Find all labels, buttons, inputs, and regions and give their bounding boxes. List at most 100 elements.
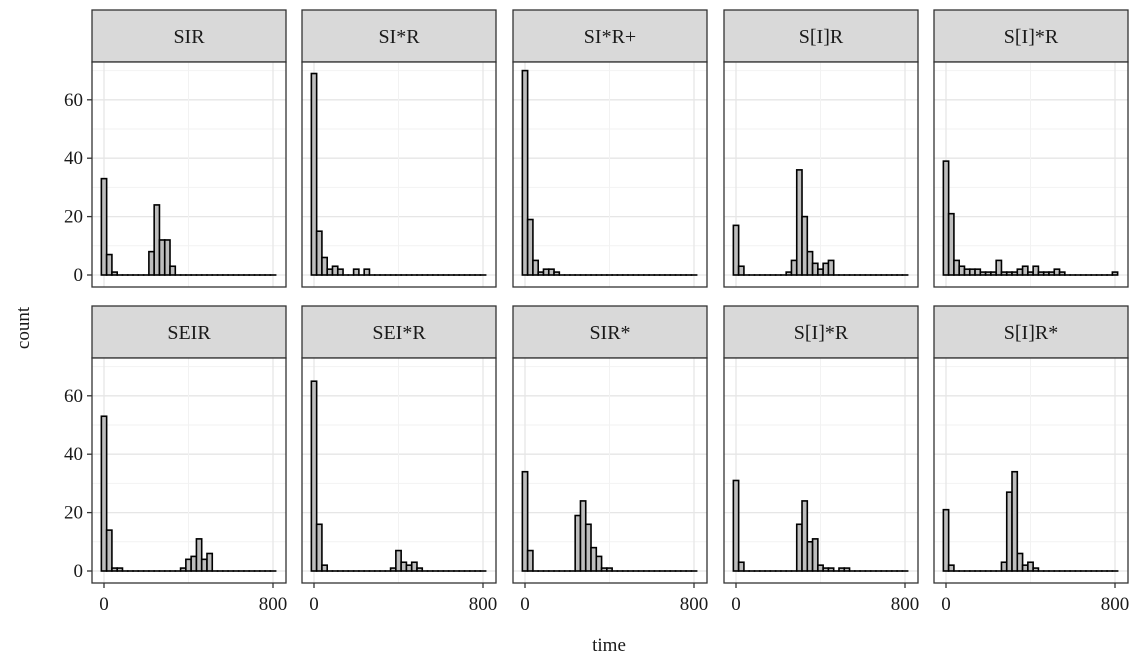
histogram-bar	[410, 561, 418, 572]
panel-2: SI*R	[301, 9, 497, 288]
panel-6: SEIR	[91, 305, 287, 584]
histogram-bar	[352, 268, 360, 276]
histogram-bar	[553, 271, 561, 276]
gridlines	[92, 358, 286, 583]
histogram-bar	[163, 239, 171, 276]
histogram-bar	[801, 215, 809, 276]
histogram-bar	[105, 253, 113, 276]
histogram-bar	[526, 218, 534, 276]
histogram-bar	[526, 549, 534, 572]
panel-border	[301, 61, 497, 288]
histogram-bars	[942, 470, 1119, 572]
strip	[91, 305, 287, 359]
histogram-bar	[111, 271, 119, 276]
panel-border	[723, 357, 919, 584]
histogram-bar	[732, 479, 740, 572]
y-tick-label: 40	[64, 444, 83, 465]
panel-9: S[I]*R	[723, 305, 919, 584]
histogram-bar	[321, 564, 329, 572]
histogram-bars	[942, 160, 1119, 276]
histogram-bar	[416, 567, 424, 572]
y-tick-label: 0	[74, 561, 84, 582]
histogram-bar	[827, 567, 835, 572]
strip	[933, 9, 1129, 63]
histogram-bar	[606, 567, 613, 572]
panel-border	[301, 357, 497, 584]
panel-10: S[I]R*	[933, 305, 1129, 584]
histogram-bars	[521, 470, 698, 572]
histogram-bar	[315, 230, 323, 276]
y-tick-label: 40	[64, 148, 83, 169]
histogram-bar	[737, 265, 745, 276]
strip-label: SEIR	[167, 322, 211, 344]
histogram-bar	[811, 538, 819, 572]
panel-1: SIR	[91, 9, 287, 288]
histogram-bar	[732, 224, 740, 276]
y-tick-label: 60	[64, 386, 83, 407]
strip	[723, 9, 919, 63]
panel-border	[91, 61, 287, 288]
strip-label: S[I]*R	[794, 322, 849, 344]
x-axis: 0 800 0 800 0 800 0 800 0 800	[99, 583, 1129, 615]
x-tick-label: 0	[520, 594, 530, 615]
panel-border	[933, 357, 1129, 584]
panel-border	[91, 357, 287, 584]
histogram-bar	[827, 259, 835, 276]
histogram-bar	[169, 265, 177, 276]
histogram-bars	[310, 380, 487, 572]
x-axis-title: time	[592, 635, 626, 656]
y-tick-label: 20	[64, 207, 83, 228]
histogram-bar	[100, 415, 108, 572]
histogram-bars	[732, 169, 909, 276]
panel-4: S[I]R	[723, 9, 919, 288]
y-axis: 0 20 40 60 0 20 40 60	[64, 90, 92, 582]
strip	[933, 305, 1129, 359]
histogram-bar	[521, 69, 529, 276]
x-tick-label: 800	[469, 594, 498, 615]
histogram-bars	[100, 177, 277, 276]
x-tick-label: 0	[941, 594, 951, 615]
histogram-bar	[942, 508, 950, 572]
histogram-bar	[1011, 470, 1019, 572]
histogram-bars	[732, 479, 909, 572]
y-tick-label: 60	[64, 90, 83, 111]
histogram-bar	[947, 212, 955, 276]
y-axis-title: count	[13, 306, 34, 349]
strip	[91, 9, 287, 63]
histogram-bar	[206, 552, 214, 572]
panel-7: SEI*R	[301, 305, 497, 584]
panel-8: SIR*	[512, 305, 708, 584]
histogram-bar	[310, 380, 318, 572]
panel-border	[723, 61, 919, 288]
x-tick-label: 0	[99, 594, 109, 615]
histogram-bar	[995, 259, 1003, 276]
strip	[723, 305, 919, 359]
histogram-bar	[1021, 265, 1029, 276]
strip-label: SI*R	[378, 26, 420, 48]
histogram-bar	[801, 500, 809, 572]
x-tick-label: 800	[259, 594, 288, 615]
panel-border	[933, 61, 1129, 288]
histogram-bar	[310, 72, 318, 276]
histogram-bar	[1016, 552, 1024, 572]
histogram-bar	[843, 567, 851, 572]
strip-label: S[I]R	[799, 26, 844, 48]
y-tick-label: 20	[64, 503, 83, 524]
strip-label: SI*R+	[584, 26, 636, 48]
histogram-bar	[1111, 271, 1119, 276]
histogram-bar	[395, 549, 402, 572]
y-tick-label: 0	[74, 265, 84, 286]
histogram-bar	[532, 259, 540, 276]
panel-border	[512, 357, 708, 584]
histogram-bar	[105, 529, 113, 572]
strip-label: SEI*R	[372, 322, 426, 344]
histogram-bar	[947, 564, 955, 572]
x-tick-label: 0	[731, 594, 741, 615]
x-tick-label: 800	[680, 594, 709, 615]
histogram-bar	[321, 256, 329, 276]
strip-label: SIR	[173, 26, 205, 48]
histogram-bar	[116, 567, 124, 572]
histogram-bars	[521, 69, 698, 276]
strip	[512, 305, 708, 359]
